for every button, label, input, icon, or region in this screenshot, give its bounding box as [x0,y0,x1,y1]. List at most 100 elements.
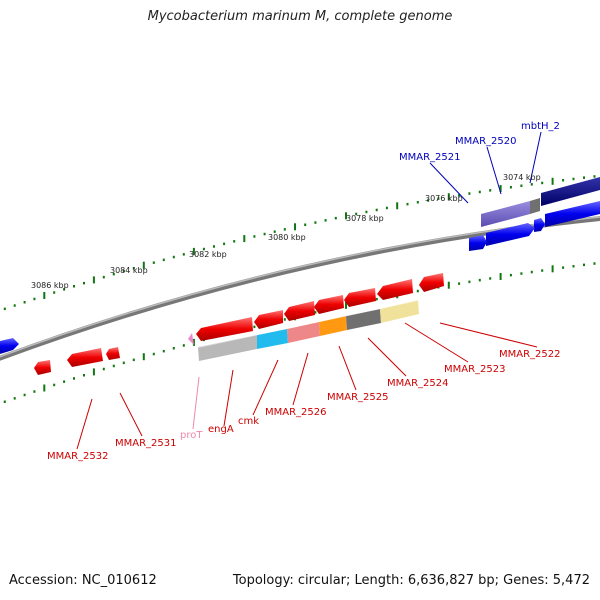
gene-label-MMAR_2521[interactable]: MMAR_2521 [399,152,461,163]
minor-tick [283,318,286,321]
minor-tick [263,232,266,236]
minor-tick [172,347,175,350]
gene-arrow-reverse-g[interactable] [196,317,253,341]
gene-label-MMAR_2526[interactable]: MMAR_2526 [265,407,327,418]
gene-label-MMAR_2520[interactable]: MMAR_2520 [455,136,517,147]
gene-arrow-reverse-b[interactable] [377,279,413,300]
minor-tick [233,240,236,243]
minor-tick [33,390,36,393]
minor-tick [213,245,215,248]
minor-tick [314,221,317,224]
minor-tick [73,285,75,288]
minor-tick [416,201,419,204]
major-tick [43,292,46,299]
minor-tick [53,291,56,294]
major-tick [345,212,347,220]
minor-tick [385,206,388,210]
minor-tick [509,186,512,189]
kbp-label: 3080 kbp [268,233,306,242]
gene-arrow-mbtH_2[interactable] [541,177,600,206]
gene-label-MMAR_2531[interactable]: MMAR_2531 [115,438,177,449]
gene-arrow-reverse-a[interactable] [419,273,444,292]
gene-arrow-forward-3[interactable] [486,223,535,246]
kbp-label: 3074 kbp [503,173,541,182]
kbp-label: 3082 kbp [189,250,227,259]
minor-tick [478,190,481,194]
minor-tick [530,183,533,186]
gene-arrow-reverse-c[interactable] [344,288,376,307]
major-tick [447,281,450,289]
minor-tick [489,277,492,280]
minor-tick [406,202,409,206]
major-tick [92,368,95,376]
minor-tick [253,325,256,329]
gene-arrow-reverse-i[interactable] [67,348,103,367]
minor-tick [427,199,430,202]
gene-label-MMAR_2522[interactable]: MMAR_2522 [499,349,561,360]
minor-tick [530,270,533,274]
gene-label-MMAR_2523[interactable]: MMAR_2523 [444,364,506,375]
minor-tick [53,383,56,387]
gene-arrow-proT-trna[interactable] [188,333,194,345]
minor-tick [83,374,85,377]
minor-tick [583,176,585,179]
minor-tick [304,223,307,226]
minor-tick [520,272,523,275]
gene-arrow-reverse-e[interactable] [284,301,315,321]
minor-tick [83,281,85,285]
major-tick [243,235,246,243]
gene-arrow-forward-4[interactable] [469,235,487,251]
genome-summary-text: Topology: circular; Length: 6,636,827 bp… [232,573,590,588]
minor-tick [437,197,440,200]
gene-arrow-reverse-d[interactable] [314,295,344,314]
minor-tick [63,288,66,291]
minor-tick [112,272,115,276]
minor-tick [63,380,66,383]
kbp-labels: 3074 kbp 3076 kbp 3078 kbp 3080 kbp 3082… [31,173,541,290]
gene-arrow-reverse-h[interactable] [106,347,120,360]
minor-tick [162,349,165,353]
minor-tick [3,307,6,311]
minor-tick [283,228,286,231]
minor-tick [583,263,585,267]
minor-tick [520,184,523,187]
accession-text: Accession: NC_010612 [9,573,157,588]
major-tick [142,353,145,361]
gene-label-MMAR_2525[interactable]: MMAR_2525 [327,392,389,403]
gene-label-cmk[interactable]: cmk [238,416,259,427]
major-tick [142,261,145,269]
major-tick [499,273,502,280]
minor-tick [122,361,125,365]
minor-tick [202,247,205,251]
gene-label-engA[interactable]: engA [208,424,234,435]
minor-tick [132,267,135,270]
minor-tick [223,242,226,246]
minor-tick [375,297,378,301]
gene-label-MMAR_2524[interactable]: MMAR_2524 [387,378,449,389]
kbp-label: 3076 kbp [425,194,463,203]
gene-label-MMAR_2532[interactable]: MMAR_2532 [47,451,109,462]
minor-tick [13,397,16,400]
gene-arrow-reverse-j[interactable] [34,360,51,375]
minor-tick [541,181,544,185]
gene-arrow-MMAR_2520-block[interactable] [530,198,540,214]
gene-label-proT[interactable]: proT [180,430,203,441]
kbp-label: 3078 kbp [346,214,384,223]
minor-tick [102,367,105,371]
gene-arrow-reverse-f[interactable] [254,310,283,329]
kbp-label: 3086 kbp [31,281,69,290]
gene-label-mbtH_2[interactable]: mbtH_2 [521,121,560,132]
minor-tick [162,258,165,262]
minor-tick [3,400,6,403]
gene-arrow-MMAR_2521-block[interactable] [481,201,530,227]
minor-tick [73,377,75,380]
minor-tick [23,301,26,304]
minor-tick [489,189,492,192]
gene-arrow-forward-2[interactable] [534,218,545,232]
minor-tick [33,297,36,301]
minor-tick [509,273,512,277]
minor-tick [314,311,317,314]
major-tick [551,265,554,273]
gene-arrow-forward-1[interactable] [545,201,600,227]
gene-arrow-forward-5[interactable] [0,338,19,354]
